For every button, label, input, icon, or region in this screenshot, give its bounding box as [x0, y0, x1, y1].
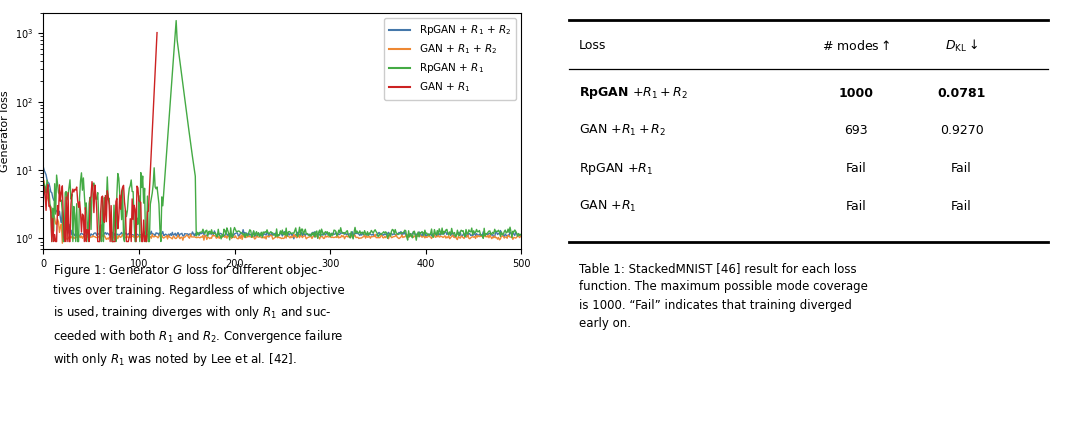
Text: RpGAN $+R_1 + R_2$: RpGAN $+R_1 + R_2$: [579, 85, 688, 101]
Text: Loss: Loss: [579, 39, 606, 52]
Text: 1000: 1000: [839, 86, 874, 100]
Text: # modes$\uparrow$: # modes$\uparrow$: [822, 39, 891, 53]
Text: GAN $+R_1 + R_2$: GAN $+R_1 + R_2$: [579, 124, 666, 138]
Text: $D_{\mathrm{KL}}\downarrow$: $D_{\mathrm{KL}}\downarrow$: [945, 38, 978, 54]
Text: 0.9270: 0.9270: [940, 124, 984, 138]
Text: GAN $+R_1$: GAN $+R_1$: [579, 199, 636, 214]
Text: Figure 1: Generator $G$ loss for different objec-
tives over training. Regardles: Figure 1: Generator $G$ loss for differe…: [53, 262, 345, 368]
Text: Fail: Fail: [951, 162, 972, 175]
Text: Fail: Fail: [951, 200, 972, 213]
Text: 693: 693: [845, 124, 868, 138]
Text: RpGAN $+R_1$: RpGAN $+R_1$: [579, 161, 653, 177]
Y-axis label: Generator loss: Generator loss: [0, 90, 10, 172]
Legend: RpGAN + $R_1$ + $R_2$, GAN + $R_1$ + $R_2$, RpGAN + $R_1$, GAN + $R_1$: RpGAN + $R_1$ + $R_2$, GAN + $R_1$ + $R_…: [384, 18, 516, 100]
Text: Table 1: StackedMNIST [46] result for each loss
function. The maximum possible m: Table 1: StackedMNIST [46] result for ea…: [579, 262, 867, 330]
Text: Fail: Fail: [846, 162, 866, 175]
Text: Fail: Fail: [846, 200, 866, 213]
Text: 0.0781: 0.0781: [937, 86, 986, 100]
